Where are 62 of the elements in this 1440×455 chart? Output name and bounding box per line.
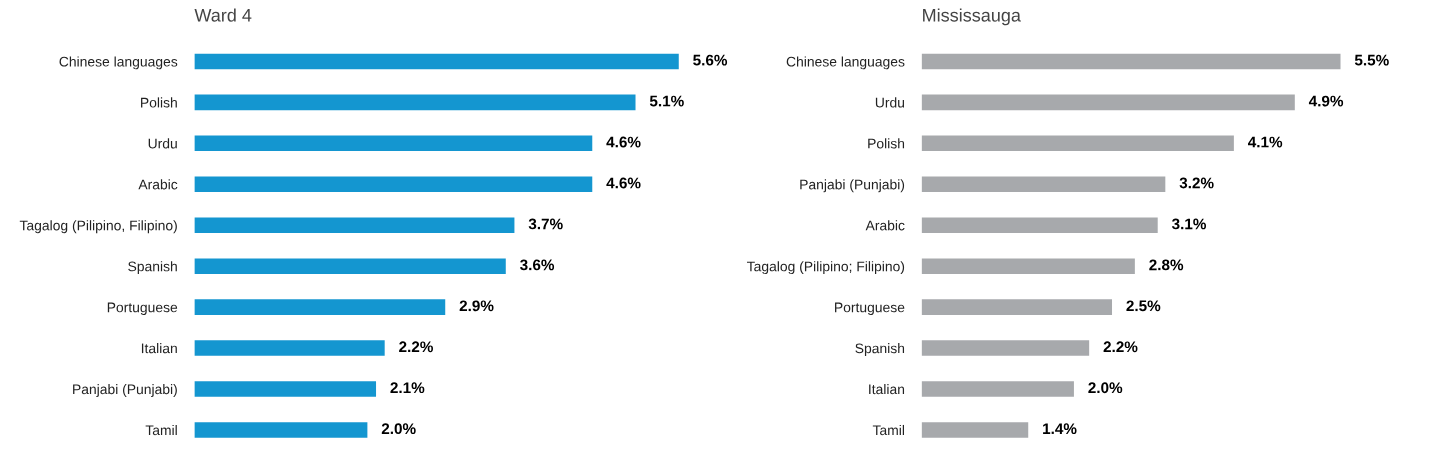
bar (194, 299, 446, 315)
data-label: 3.2% (1179, 177, 1214, 189)
y-tick-label: Tagalog (Pilipino; Filipino) (747, 261, 905, 275)
y-tick-label: Tagalog (Pilipino, Filipino) (19, 220, 177, 234)
y-tick-label: Urdu (148, 138, 177, 149)
bar (921, 135, 1234, 152)
data-label: 5.5% (1354, 54, 1389, 66)
data-label: 2.1% (390, 382, 425, 394)
data-label: 4.9% (1308, 95, 1344, 107)
bar (194, 94, 636, 111)
data-label: 5.6% (693, 54, 728, 66)
bar (921, 422, 1029, 438)
bar (921, 94, 1295, 111)
bar (921, 217, 1158, 234)
data-label: 2.5% (1126, 300, 1161, 312)
y-tick-label: Italian (141, 343, 177, 354)
y-tick-label: Portuguese (107, 302, 178, 316)
y-tick-label: Tamil (872, 424, 905, 436)
y-tick-label: Polish (141, 97, 177, 108)
data-label: 4.6% (606, 136, 641, 148)
y-tick-label: Spanish (855, 343, 905, 356)
y-tick-label: Urdu (875, 97, 905, 108)
y-tick-label: Tamil (145, 424, 177, 436)
data-label: 2.8% (1149, 259, 1184, 271)
bar (194, 217, 515, 234)
data-label: 5.1% (649, 95, 684, 107)
data-label: 4.1% (1248, 136, 1283, 148)
bar (194, 135, 593, 152)
bar (921, 299, 1113, 315)
bar (194, 340, 385, 356)
chart-title: Ward 4 (194, 8, 252, 22)
data-label: 4.6% (606, 177, 641, 189)
bar (194, 53, 679, 70)
data-label: 3.7% (528, 218, 563, 230)
bar (921, 176, 1166, 193)
data-label: 2.2% (1103, 341, 1138, 353)
chart-title: Mississauga (923, 8, 1021, 26)
data-label: 3.1% (1171, 218, 1207, 230)
data-label: 1.4% (1043, 423, 1077, 435)
bar (194, 422, 368, 438)
data-label: 2.9% (459, 300, 494, 312)
data-label: 2.2% (399, 341, 433, 353)
data-label: 2.0% (1088, 382, 1123, 394)
bar (194, 258, 506, 274)
y-tick-label: Chinese languages (786, 56, 905, 70)
bar (194, 381, 377, 397)
y-tick-label: Portuguese (835, 302, 905, 316)
bar (194, 176, 593, 193)
bar (921, 381, 1074, 397)
bar (921, 53, 1341, 70)
y-tick-label: Arabic (138, 179, 178, 190)
y-tick-label: Italian (869, 383, 905, 395)
y-tick-label: Chinese languages (59, 56, 178, 70)
y-tick-label: Spanish (128, 261, 177, 275)
data-label: 3.6% (520, 259, 555, 271)
bar (921, 258, 1135, 274)
y-tick-label: Panjabi (Punjabi) (800, 179, 905, 193)
data-label: 2.0% (381, 423, 416, 435)
y-tick-label: Polish (868, 138, 905, 149)
y-tick-label: Panjabi (Punjabi) (73, 383, 177, 397)
bar (921, 340, 1090, 356)
y-tick-label: Arabic (865, 220, 905, 231)
